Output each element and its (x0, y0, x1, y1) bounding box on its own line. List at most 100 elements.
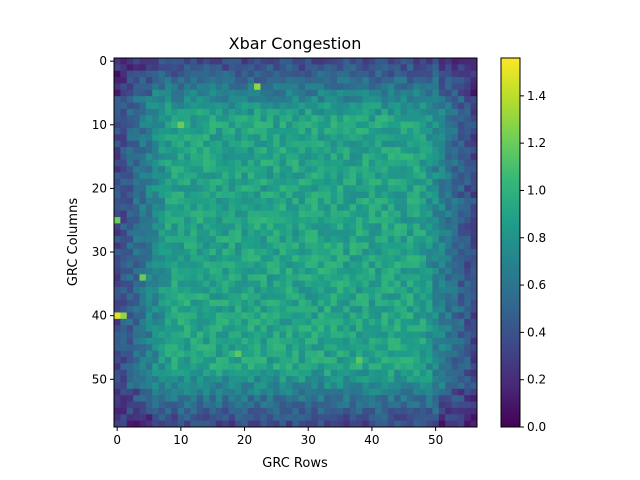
heatmap-cell (330, 64, 338, 72)
heatmap-cell (139, 267, 147, 275)
heatmap-cell (254, 102, 261, 110)
heatmap-cell (413, 280, 421, 288)
heatmap-cell (196, 350, 204, 358)
heatmap-cell (406, 134, 414, 142)
heatmap-cell (413, 337, 421, 345)
heatmap-cell (158, 147, 166, 154)
heatmap-cell (247, 89, 255, 97)
heatmap-cell (400, 147, 408, 154)
heatmap-cell (171, 178, 179, 186)
heatmap-cell (470, 140, 478, 148)
heatmap-cell (260, 108, 268, 116)
heatmap-cell (145, 363, 153, 371)
heatmap-cell (228, 121, 236, 129)
heatmap-cell (203, 191, 210, 199)
heatmap-cell (324, 89, 331, 97)
heatmap-cell (114, 102, 121, 110)
heatmap-cell (349, 115, 357, 123)
heatmap-cell (126, 197, 134, 205)
heatmap-cell (457, 172, 465, 180)
heatmap-cell (171, 350, 179, 358)
heatmap-cell (317, 77, 325, 84)
heatmap-cell (419, 58, 427, 65)
heatmap-cell (317, 312, 325, 320)
heatmap-cell (292, 414, 300, 422)
heatmap-cell (190, 64, 198, 72)
heatmap-cell (336, 64, 344, 72)
heatmap-cell (419, 127, 427, 135)
heatmap-cell (279, 242, 287, 250)
heatmap-cell (356, 166, 363, 173)
heatmap-cell (406, 382, 414, 390)
heatmap-cell (247, 325, 255, 332)
heatmap-cell (266, 121, 274, 129)
heatmap-cell (305, 293, 312, 301)
heatmap-cell (311, 331, 319, 339)
heatmap-cell (349, 242, 357, 250)
heatmap-cell (133, 217, 140, 224)
heatmap-cell (285, 108, 293, 116)
heatmap-cell (235, 64, 242, 72)
heatmap-cell (184, 344, 191, 352)
heatmap-cell (241, 248, 249, 256)
heatmap-cell (406, 140, 414, 148)
heatmap-cell (114, 280, 121, 288)
heatmap-cell (457, 178, 465, 186)
heatmap-cell (158, 185, 166, 192)
heatmap-cell (330, 363, 338, 371)
heatmap-cell (426, 140, 433, 148)
heatmap-cell (413, 191, 421, 199)
heatmap-cell (464, 197, 472, 205)
heatmap-cell (451, 77, 459, 84)
heatmap-cell (298, 299, 306, 307)
heatmap-cell (317, 210, 325, 218)
heatmap-cell (190, 261, 198, 269)
heatmap-cell (279, 312, 287, 320)
heatmap-cell (330, 293, 338, 301)
heatmap-cell (292, 395, 300, 402)
heatmap-cell (457, 414, 465, 422)
chart-title: Xbar Congestion (229, 34, 362, 53)
heatmap-cell (241, 166, 249, 173)
heatmap-cell (247, 83, 255, 91)
heatmap-cell (203, 274, 210, 282)
heatmap-cell (311, 420, 319, 428)
heatmap-cell (145, 77, 153, 84)
heatmap-cell (343, 331, 351, 339)
heatmap-cell (196, 108, 204, 116)
heatmap-cell (387, 274, 395, 282)
heatmap-cell (241, 204, 249, 212)
heatmap-cell (190, 407, 198, 415)
heatmap-cell (356, 255, 363, 262)
heatmap-cell (235, 178, 242, 186)
heatmap-cell (406, 191, 414, 199)
heatmap-cell (400, 102, 408, 110)
heatmap-cell (406, 369, 414, 377)
heatmap-cell (114, 223, 121, 231)
heatmap-cell (368, 376, 376, 383)
heatmap-cell (203, 318, 210, 326)
heatmap-cell (311, 159, 319, 167)
heatmap-cell (285, 369, 293, 377)
heatmap-cell (432, 134, 440, 142)
heatmap-cell (285, 337, 293, 345)
heatmap-cell (375, 293, 382, 301)
heatmap-cell (171, 127, 179, 135)
heatmap-cell (120, 166, 128, 173)
heatmap-cell (133, 102, 140, 110)
heatmap-cell (126, 280, 134, 288)
heatmap-cell (222, 229, 230, 237)
heatmap-cell (432, 204, 440, 212)
heatmap-cell (241, 191, 249, 199)
heatmap-cell (381, 185, 389, 192)
heatmap-cell (235, 242, 242, 250)
heatmap-cell (349, 70, 357, 78)
heatmap-cell (311, 299, 319, 307)
heatmap-cell (247, 287, 255, 294)
heatmap-cell (419, 102, 427, 110)
heatmap-cell (235, 96, 242, 103)
heatmap-cell (145, 185, 153, 192)
heatmap-cell (260, 115, 268, 123)
heatmap-cell (120, 274, 128, 282)
heatmap-cell (279, 121, 287, 129)
